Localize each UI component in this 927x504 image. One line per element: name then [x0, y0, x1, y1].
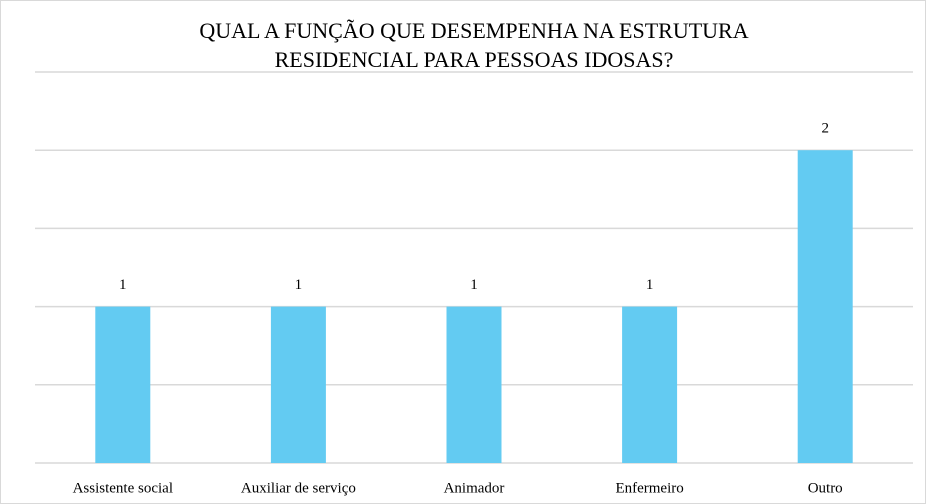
data-label: 2 — [821, 121, 829, 137]
chart-title: QUAL A FUNÇÃO QUE DESEMPENHA NA ESTRUTUR… — [199, 18, 748, 43]
bar — [797, 150, 853, 463]
x-tick-label: Outro — [808, 480, 843, 496]
x-tick-label: Enfermeiro — [615, 480, 683, 496]
x-tick-label: Auxiliar de serviço — [241, 480, 356, 496]
data-label: 1 — [295, 277, 303, 293]
data-label: 1 — [646, 277, 654, 293]
data-label: 1 — [119, 277, 127, 293]
x-tick-label: Assistente social — [73, 480, 173, 496]
bar — [622, 306, 678, 463]
data-label: 1 — [470, 277, 478, 293]
bar — [270, 306, 326, 463]
chart-title: RESIDENCIAL PARA PESSOAS IDOSAS? — [275, 47, 674, 72]
bar — [95, 306, 151, 463]
bar — [446, 306, 502, 463]
x-tick-label: Animador — [444, 480, 505, 496]
